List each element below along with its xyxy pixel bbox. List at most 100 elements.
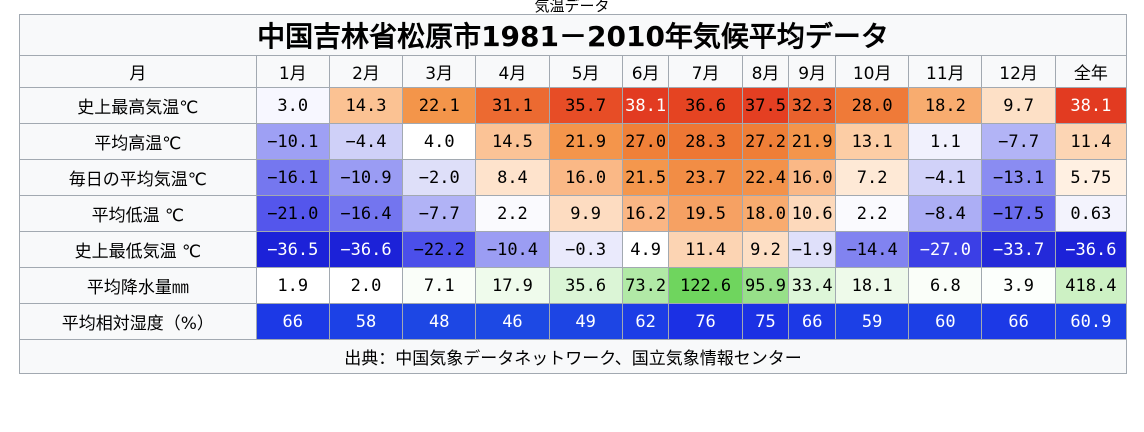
clipped-caption: 気温データ (534, 0, 610, 14)
data-row: 平均低温 ℃ −21.0 −16.4 −7.7 2.2 9.9 16.2 19.5 18.0 10… (19, 195, 1128, 232)
data-cell: −7.7 (402, 195, 477, 232)
data-cell: 18.0 (741, 195, 790, 232)
data-cell: 36.6 (668, 87, 743, 124)
data-cell: 22.1 (402, 87, 477, 124)
data-row: 史上最高気温℃ 3.0 14.3 22.1 31.1 35.7 38.1 36.6 37.5 32… (19, 87, 1128, 124)
table-title: 中国吉林省松原市1981－2010年気候平均データ (19, 14, 1127, 56)
month-header: 3月 (402, 55, 477, 88)
data-cell: 23.7 (668, 159, 743, 196)
header-row: 月 1月 2月 3月 4月 5月 6月 7月 8月 9月 10月 11月 12月 全年 (19, 55, 1128, 88)
data-cell: −1.9 (788, 231, 837, 268)
data-cell: 35.6 (548, 267, 623, 304)
data-cell: 19.5 (668, 195, 743, 232)
data-cell: 17.9 (475, 267, 550, 304)
data-cell: −13.1 (981, 159, 1056, 196)
row-label: 史上最低気温 ℃ (19, 231, 257, 268)
data-cell: 5.75 (1054, 159, 1128, 196)
data-cell: 14.5 (475, 123, 550, 160)
data-cell: 122.6 (668, 267, 743, 304)
data-cell: −2.0 (402, 159, 477, 196)
data-row: 平均降水量㎜ 1.9 2.0 7.1 17.9 35.6 73.2 122.6 95.9 33.4… (19, 267, 1128, 304)
data-cell: 37.5 (741, 87, 790, 124)
data-cell: 66 (981, 303, 1056, 340)
data-cell: −36.6 (328, 231, 404, 268)
row-label: 史上最高気温℃ (19, 87, 257, 124)
data-cell: −16.1 (255, 159, 330, 196)
data-cell: 2.2 (475, 195, 550, 232)
data-cell: 27.2 (741, 123, 790, 160)
data-cell: 28.3 (668, 123, 743, 160)
data-cell: 27.0 (621, 123, 670, 160)
data-cell: −10.9 (328, 159, 404, 196)
data-cell: −8.4 (908, 195, 983, 232)
data-cell: 7.1 (402, 267, 477, 304)
month-header: 11月 (908, 55, 983, 88)
header-label: 月 (19, 55, 257, 88)
row-label: 平均相対湿度（%） (19, 303, 257, 340)
data-cell: 0.63 (1054, 195, 1128, 232)
data-cell: 33.4 (788, 267, 837, 304)
data-cell: 75 (741, 303, 790, 340)
data-cell: 9.2 (741, 231, 790, 268)
data-cell: 31.1 (475, 87, 550, 124)
month-header: 2月 (328, 55, 404, 88)
data-cell: −27.0 (908, 231, 983, 268)
data-cell: 18.1 (835, 267, 910, 304)
data-cell: 1.9 (255, 267, 330, 304)
data-cell: 13.1 (835, 123, 910, 160)
data-cell: 1.1 (908, 123, 983, 160)
row-label: 平均高温℃ (19, 123, 257, 160)
data-cell: 6.8 (908, 267, 983, 304)
data-cell: 4.0 (402, 123, 477, 160)
data-cell: 60 (908, 303, 983, 340)
data-cell: 9.9 (548, 195, 623, 232)
data-cell: 21.5 (621, 159, 670, 196)
data-cell: 28.0 (835, 87, 910, 124)
data-cell: 7.2 (835, 159, 910, 196)
data-cell: 38.1 (621, 87, 670, 124)
data-cell: 8.4 (475, 159, 550, 196)
data-cell: 73.2 (621, 267, 670, 304)
data-cell: 16.2 (621, 195, 670, 232)
data-cell: −0.3 (548, 231, 623, 268)
climate-table: 中国吉林省松原市1981－2010年気候平均データ 月 1月 2月 3月 4月 5月 6月… (19, 14, 1128, 374)
source-note: 出典：中国気象データネットワーク、国立気象情報センター (19, 339, 1127, 374)
data-cell: −33.7 (981, 231, 1056, 268)
data-cell: 60.9 (1054, 303, 1128, 340)
data-cell: 66 (255, 303, 330, 340)
data-cell: −14.4 (835, 231, 910, 268)
data-cell: −7.7 (981, 123, 1056, 160)
data-cell: 46 (475, 303, 550, 340)
month-header: 7月 (668, 55, 743, 88)
data-cell: −16.4 (328, 195, 404, 232)
month-header: 10月 (835, 55, 910, 88)
data-cell: 95.9 (741, 267, 790, 304)
data-cell: 418.4 (1054, 267, 1128, 304)
data-cell: 18.2 (908, 87, 983, 124)
data-cell: 2.0 (328, 267, 404, 304)
data-cell: 76 (668, 303, 743, 340)
data-cell: 4.9 (621, 231, 670, 268)
data-row: 毎日の平均気温℃ −16.1 −10.9 −2.0 8.4 16.0 21.5 23.7 22.… (19, 159, 1128, 196)
data-row: 平均高温℃ −10.1 −4.4 4.0 14.5 21.9 27.0 28.3 27.2 21.… (19, 123, 1128, 160)
data-row: 史上最低気温 ℃ −36.5 −36.6 −22.2 −10.4 −0.3 4.9 11.4 9… (19, 231, 1128, 268)
data-cell: 21.9 (548, 123, 623, 160)
data-cell: 66 (788, 303, 837, 340)
month-header: 全年 (1054, 55, 1128, 88)
month-header: 9月 (788, 55, 837, 88)
data-cell: −4.4 (328, 123, 404, 160)
row-label: 平均低温 ℃ (19, 195, 257, 232)
data-cell: −10.1 (255, 123, 330, 160)
month-header: 4月 (475, 55, 550, 88)
data-cell: 59 (835, 303, 910, 340)
data-cell: 3.0 (255, 87, 330, 124)
data-cell: 58 (328, 303, 404, 340)
data-cell: 10.6 (788, 195, 837, 232)
data-cell: −17.5 (981, 195, 1056, 232)
data-cell: 16.0 (788, 159, 837, 196)
data-cell: 14.3 (328, 87, 404, 124)
data-cell: 9.7 (981, 87, 1056, 124)
month-header: 12月 (981, 55, 1056, 88)
data-cell: 22.4 (741, 159, 790, 196)
month-header: 6月 (621, 55, 670, 88)
